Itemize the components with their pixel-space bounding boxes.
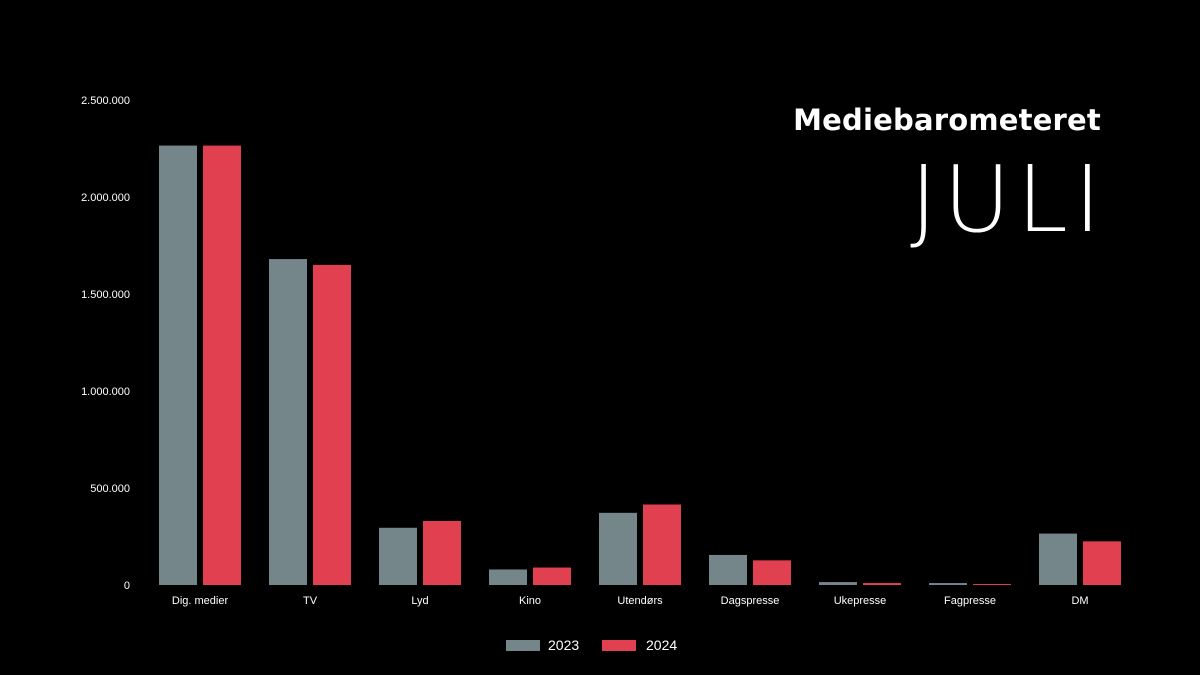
category-label: TV [303, 595, 318, 607]
category-label: Dagspresse [721, 595, 780, 607]
bar-2024 [313, 264, 351, 585]
bar-2024 [643, 504, 681, 585]
category-label: Utendørs [617, 595, 663, 607]
y-tick-label: 2.000.000 [81, 192, 130, 204]
legend-swatch-2024 [602, 640, 636, 651]
bar-2023 [1039, 533, 1077, 585]
bar-2023 [269, 259, 307, 585]
legend-swatch-2023 [506, 640, 540, 651]
category-labels: Dig. medier TV Lyd Kino Utendørs Dagspresse Uk… [172, 595, 1089, 607]
bar-2024 [1083, 541, 1121, 585]
subtitle: Mediebarometeret [793, 103, 1101, 137]
bar-2024 [203, 145, 241, 585]
y-tick-label: 2.500.000 [81, 95, 130, 107]
category-label: Ukepresse [834, 595, 887, 607]
category-label: Fagpresse [944, 595, 996, 607]
title-block: Mediebarometeret JULI [793, 100, 1101, 250]
legend: 2023 2024 [506, 637, 677, 653]
bar-2024 [533, 567, 571, 585]
bar-2023 [599, 512, 637, 585]
bar-2024 [863, 583, 901, 585]
bar-2023 [489, 569, 527, 585]
legend-label-2024: 2024 [646, 637, 677, 653]
legend-label-2023: 2023 [548, 637, 579, 653]
bars [159, 145, 1121, 585]
bar-2024 [753, 560, 791, 585]
bar-2023 [709, 554, 747, 585]
bar-2024 [973, 584, 1011, 585]
bar-2024 [423, 520, 461, 585]
category-label: Dig. medier [172, 595, 229, 607]
y-axis-ticks: 0 500.000 1.000.000 1.500.000 2.000.000 2.500… [81, 95, 130, 592]
y-tick-label: 0 [124, 580, 130, 592]
y-tick-label: 1.000.000 [81, 386, 130, 398]
y-tick-label: 500.000 [90, 483, 130, 495]
y-tick-label: 1.500.000 [81, 289, 130, 301]
bar-2023 [929, 583, 967, 585]
bar-2023 [379, 527, 417, 585]
bar-2023 [159, 145, 197, 585]
page-title: JULI [910, 146, 1107, 253]
category-label: DM [1071, 595, 1088, 607]
category-label: Kino [519, 595, 541, 607]
bar-2023 [819, 582, 857, 585]
category-label: Lyd [411, 595, 428, 607]
